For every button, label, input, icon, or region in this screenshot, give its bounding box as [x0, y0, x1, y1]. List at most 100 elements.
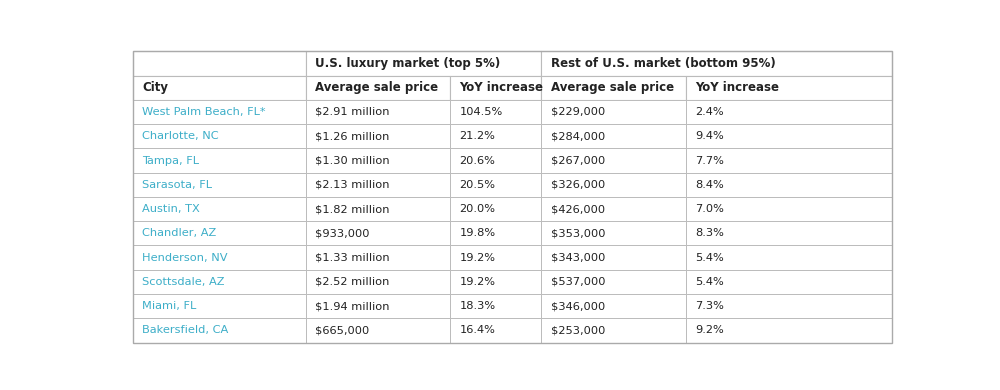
Text: 2.4%: 2.4%	[695, 107, 724, 117]
Text: West Palm Beach, FL*: West Palm Beach, FL*	[142, 107, 266, 117]
Text: $665,000: $665,000	[315, 326, 369, 335]
Text: 8.4%: 8.4%	[695, 180, 724, 190]
Text: 18.3%: 18.3%	[460, 301, 496, 311]
Bar	[133, 270, 306, 294]
Bar	[133, 318, 306, 342]
Text: 19.2%: 19.2%	[460, 253, 496, 262]
Bar	[686, 294, 892, 318]
Text: $426,000: $426,000	[551, 204, 605, 214]
Text: $346,000: $346,000	[551, 301, 605, 311]
Bar	[686, 245, 892, 270]
Text: $1.33 million: $1.33 million	[315, 253, 390, 262]
Bar	[306, 100, 450, 124]
Text: $353,000: $353,000	[551, 229, 605, 238]
Bar	[133, 221, 306, 245]
Bar	[541, 318, 686, 342]
Text: $2.52 million: $2.52 million	[315, 277, 390, 287]
Text: YoY increase: YoY increase	[460, 81, 544, 94]
Text: $326,000: $326,000	[551, 180, 605, 190]
Text: 16.4%: 16.4%	[460, 326, 495, 335]
Bar	[306, 124, 450, 149]
Text: Miami, FL: Miami, FL	[142, 301, 196, 311]
Text: Austin, TX: Austin, TX	[142, 204, 200, 214]
Bar	[450, 270, 541, 294]
Text: 9.4%: 9.4%	[695, 131, 724, 141]
Bar	[450, 245, 541, 270]
Text: U.S. luxury market (top 5%): U.S. luxury market (top 5%)	[315, 57, 500, 70]
Bar	[133, 100, 306, 124]
Text: $343,000: $343,000	[551, 253, 605, 262]
Bar	[133, 76, 306, 100]
Text: Bakersfield, CA: Bakersfield, CA	[142, 326, 228, 335]
Text: 5.4%: 5.4%	[695, 277, 724, 287]
Bar	[541, 294, 686, 318]
Text: Average sale price: Average sale price	[551, 81, 674, 94]
Text: 20.5%: 20.5%	[460, 180, 496, 190]
Bar	[306, 197, 450, 221]
Text: City: City	[142, 81, 168, 94]
Bar	[541, 197, 686, 221]
Text: YoY increase: YoY increase	[695, 81, 779, 94]
Bar	[541, 76, 686, 100]
Text: Sarasota, FL: Sarasota, FL	[142, 180, 212, 190]
Bar	[450, 100, 541, 124]
Bar	[306, 270, 450, 294]
Bar	[450, 197, 541, 221]
Bar	[306, 318, 450, 342]
Bar	[541, 221, 686, 245]
Text: 104.5%: 104.5%	[460, 107, 503, 117]
Bar	[306, 173, 450, 197]
Bar	[450, 318, 541, 342]
Text: Henderson, NV: Henderson, NV	[142, 253, 228, 262]
Bar	[133, 294, 306, 318]
Bar	[450, 294, 541, 318]
Text: $1.26 million: $1.26 million	[315, 131, 390, 141]
Bar	[686, 124, 892, 149]
Bar	[541, 173, 686, 197]
Bar	[686, 221, 892, 245]
Bar	[133, 51, 306, 76]
Text: $1.82 million: $1.82 million	[315, 204, 390, 214]
Bar	[133, 124, 306, 149]
Text: Charlotte, NC: Charlotte, NC	[142, 131, 219, 141]
Bar	[450, 76, 541, 100]
Bar	[686, 149, 892, 173]
Text: $537,000: $537,000	[551, 277, 605, 287]
Text: Tampa, FL: Tampa, FL	[142, 156, 199, 165]
Text: $1.30 million: $1.30 million	[315, 156, 390, 165]
Bar	[306, 149, 450, 173]
Bar	[686, 173, 892, 197]
Bar	[133, 173, 306, 197]
Bar	[133, 149, 306, 173]
Text: 19.8%: 19.8%	[460, 229, 496, 238]
Bar	[541, 149, 686, 173]
Text: $267,000: $267,000	[551, 156, 605, 165]
Text: 7.3%: 7.3%	[695, 301, 724, 311]
Bar	[133, 197, 306, 221]
Bar	[686, 318, 892, 342]
Bar	[306, 245, 450, 270]
Text: 7.7%: 7.7%	[695, 156, 724, 165]
Text: $2.91 million: $2.91 million	[315, 107, 390, 117]
Bar	[686, 76, 892, 100]
Text: 20.6%: 20.6%	[460, 156, 495, 165]
Bar	[541, 51, 892, 76]
Bar	[686, 100, 892, 124]
Text: 20.0%: 20.0%	[460, 204, 496, 214]
Bar	[450, 221, 541, 245]
Bar	[541, 245, 686, 270]
Bar	[686, 197, 892, 221]
Bar	[306, 294, 450, 318]
Text: Chandler, AZ: Chandler, AZ	[142, 229, 216, 238]
Text: 8.3%: 8.3%	[695, 229, 724, 238]
Text: $933,000: $933,000	[315, 229, 370, 238]
Text: $1.94 million: $1.94 million	[315, 301, 390, 311]
Text: 9.2%: 9.2%	[695, 326, 724, 335]
Text: 19.2%: 19.2%	[460, 277, 496, 287]
Text: Average sale price: Average sale price	[315, 81, 438, 94]
Text: $284,000: $284,000	[551, 131, 605, 141]
Bar	[686, 270, 892, 294]
Bar	[541, 100, 686, 124]
Bar	[306, 76, 450, 100]
Text: $229,000: $229,000	[551, 107, 605, 117]
